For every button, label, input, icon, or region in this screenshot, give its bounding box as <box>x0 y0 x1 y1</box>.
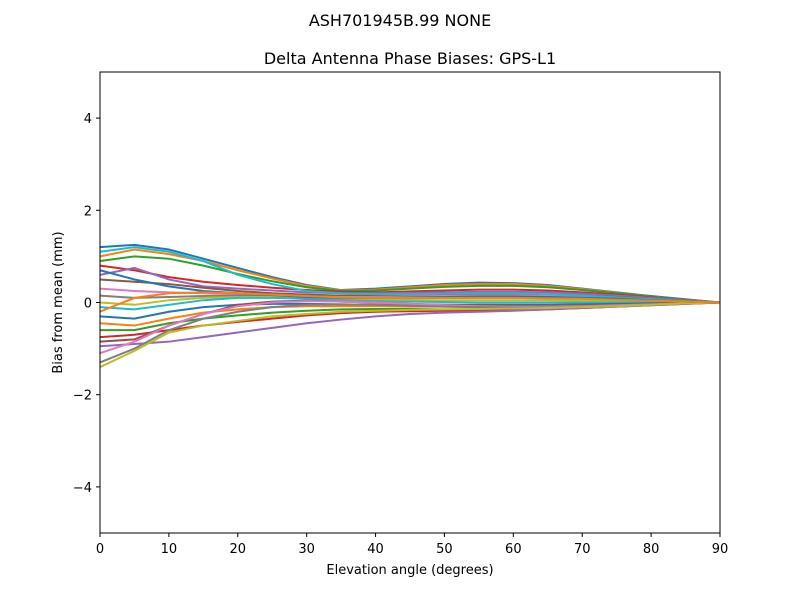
series-line-21 <box>99 291 721 313</box>
y-tick-label: 0 <box>84 297 92 312</box>
series-line-19 <box>99 246 721 304</box>
y-tick-label: 4 <box>84 112 92 127</box>
series-line-18 <box>99 301 721 368</box>
y-axis: −4 −2 0 2 4 <box>73 112 100 496</box>
y-tick-label: 2 <box>84 204 92 219</box>
x-tick-label: 50 <box>436 542 453 557</box>
x-tick-label: 60 <box>505 542 522 557</box>
chart-title: Delta Antenna Phase Biases: GPS-L1 <box>264 49 556 68</box>
x-tick-label: 40 <box>367 542 384 557</box>
x-tick-label: 80 <box>643 542 660 557</box>
y-axis-label: Bias from mean (mm) <box>51 231 66 373</box>
suptitle: ASH701945B.99 NONE <box>309 11 491 30</box>
x-tick-label: 70 <box>574 542 591 557</box>
series-line-8 <box>99 295 721 306</box>
series-lines <box>99 243 721 368</box>
x-tick-label: 10 <box>161 542 178 557</box>
y-tick-label: −4 <box>73 481 92 496</box>
x-axis: 0 10 20 30 40 50 60 70 80 90 <box>96 533 728 557</box>
y-tick-label: −2 <box>73 389 92 404</box>
series-line-4 <box>99 266 721 304</box>
x-tick-label: 30 <box>298 542 315 557</box>
x-tick-label: 0 <box>96 542 104 557</box>
x-tick-label: 90 <box>712 542 729 557</box>
x-tick-label: 20 <box>230 542 247 557</box>
x-axis-label: Elevation angle (degrees) <box>326 563 493 578</box>
series-line-2 <box>99 255 721 304</box>
series-line-9 <box>99 296 720 311</box>
